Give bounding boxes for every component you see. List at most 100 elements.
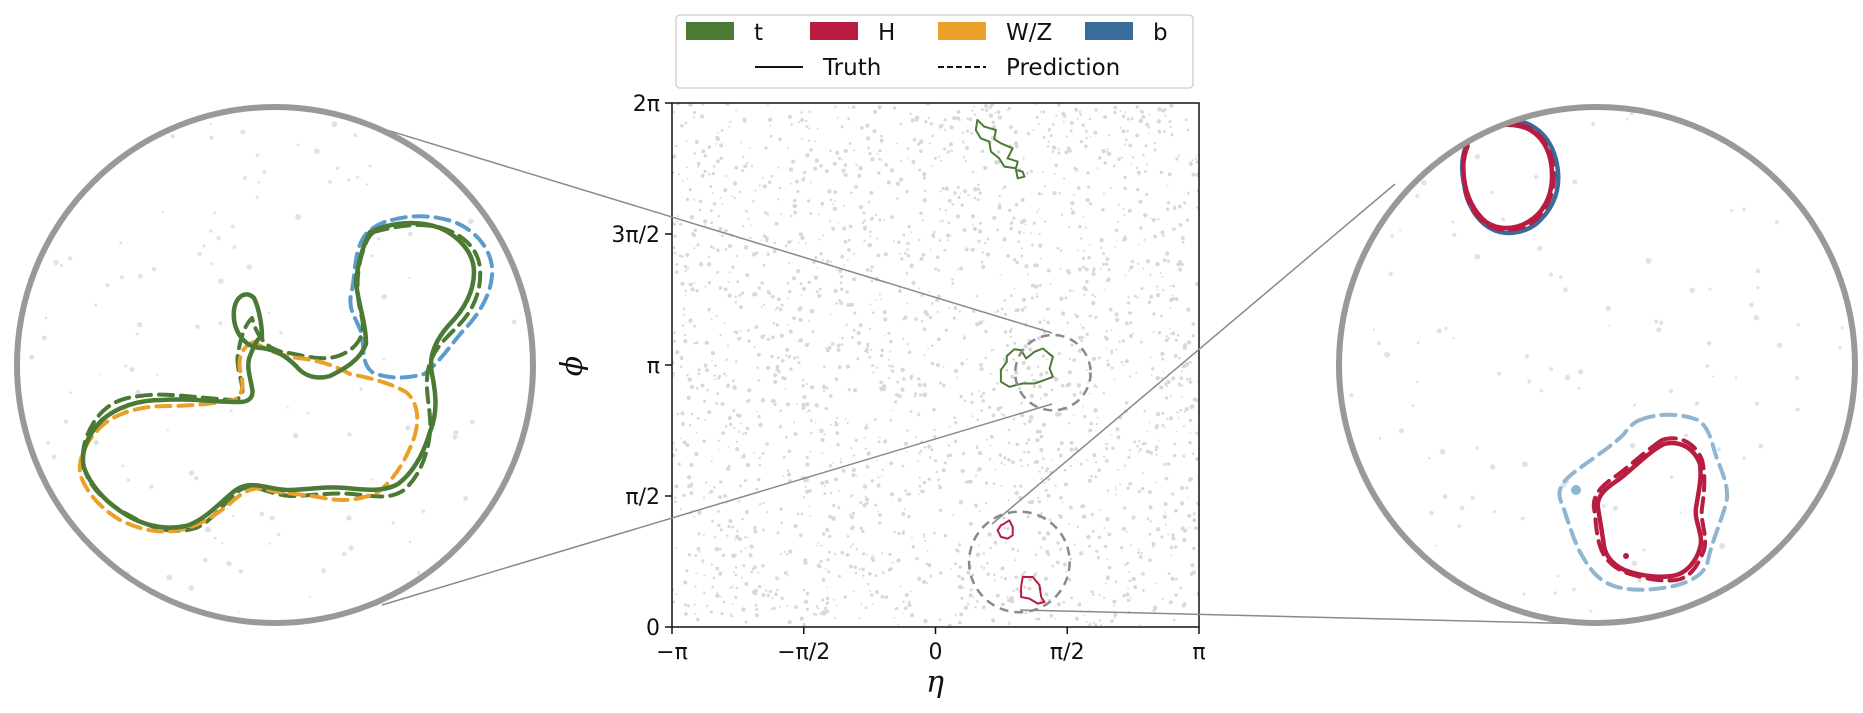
background-particle xyxy=(845,364,851,369)
background-particle xyxy=(704,285,707,288)
background-particle xyxy=(843,264,846,267)
background-particle xyxy=(798,232,803,237)
background-particle xyxy=(768,590,772,594)
background-particle xyxy=(703,169,707,174)
background-particle xyxy=(1063,482,1069,487)
background-particle xyxy=(1014,491,1019,496)
inset-particle xyxy=(1774,220,1779,225)
background-particle xyxy=(1074,107,1078,112)
background-particle xyxy=(873,418,877,421)
background-particle xyxy=(728,271,731,274)
background-particle xyxy=(894,400,898,404)
background-particle xyxy=(800,294,803,296)
background-particle xyxy=(735,109,737,112)
background-particle xyxy=(984,104,988,108)
background-particle xyxy=(675,263,679,266)
background-particle xyxy=(943,461,947,465)
background-particle xyxy=(957,574,961,579)
background-particle xyxy=(847,388,851,392)
background-particle xyxy=(1051,145,1057,150)
background-particle xyxy=(746,536,749,539)
background-particle xyxy=(1046,145,1050,148)
background-particle xyxy=(869,230,872,233)
background-particle xyxy=(880,594,885,599)
background-particle xyxy=(695,386,699,390)
background-particle xyxy=(832,161,837,166)
background-particle xyxy=(745,273,750,278)
inset-particle xyxy=(1489,464,1496,470)
background-particle xyxy=(688,424,692,427)
background-particle xyxy=(976,198,980,202)
background-particle xyxy=(1044,220,1047,223)
background-particle xyxy=(836,343,841,348)
background-particle xyxy=(743,453,746,456)
background-particle xyxy=(736,529,739,533)
background-particle xyxy=(1029,232,1032,235)
background-particle xyxy=(850,515,855,520)
inset-particle xyxy=(1390,234,1394,238)
background-particle xyxy=(1171,492,1175,496)
background-particle xyxy=(1158,330,1162,334)
background-particle xyxy=(890,409,893,412)
background-particle xyxy=(1015,587,1019,591)
background-particle xyxy=(811,330,815,334)
background-particle xyxy=(843,163,848,167)
background-particle xyxy=(1128,375,1132,378)
background-particle xyxy=(727,293,732,298)
inset-particle xyxy=(347,178,351,182)
background-particle xyxy=(927,477,931,481)
background-particle xyxy=(719,480,723,484)
inset-particle xyxy=(1559,275,1563,280)
background-particle xyxy=(1124,321,1129,326)
background-particle xyxy=(1018,386,1022,391)
background-particle xyxy=(1097,468,1101,472)
background-particle xyxy=(886,180,891,185)
background-particle xyxy=(1180,526,1185,531)
background-particle xyxy=(1153,142,1157,145)
inset-particle xyxy=(1409,559,1414,563)
background-particle xyxy=(1088,544,1091,548)
background-particle xyxy=(963,399,967,402)
background-particle xyxy=(1103,288,1106,291)
background-particle xyxy=(862,211,866,215)
background-particle xyxy=(728,464,731,468)
background-particle xyxy=(745,462,751,468)
background-particle xyxy=(1186,377,1189,381)
background-particle xyxy=(834,422,839,427)
background-particle xyxy=(982,392,986,395)
background-particle xyxy=(802,378,805,382)
inset-particle xyxy=(1458,598,1463,603)
background-particle xyxy=(1094,295,1097,298)
background-particle xyxy=(1069,129,1073,133)
background-particle xyxy=(1076,383,1082,388)
x-tick-label: π xyxy=(1192,640,1205,665)
background-particle xyxy=(923,354,926,357)
background-particle xyxy=(910,613,915,618)
background-particle xyxy=(896,142,898,145)
background-particle xyxy=(1056,246,1060,250)
background-particle xyxy=(1000,576,1003,579)
background-particle xyxy=(749,544,754,549)
background-particle xyxy=(766,511,769,513)
contour-t xyxy=(999,347,1054,388)
background-particle xyxy=(683,580,688,585)
background-particle xyxy=(1085,280,1088,284)
background-particle xyxy=(1083,250,1086,253)
background-particle xyxy=(758,585,762,589)
background-particle xyxy=(816,607,820,610)
background-particle xyxy=(765,589,768,592)
background-particle xyxy=(826,602,829,606)
background-particle xyxy=(1113,604,1116,607)
background-particle xyxy=(1110,328,1113,331)
background-particle xyxy=(938,239,942,242)
background-particle xyxy=(828,514,832,519)
background-particle xyxy=(1180,384,1184,387)
background-particle xyxy=(816,544,819,547)
inset-particle xyxy=(1428,456,1431,460)
background-particle xyxy=(1031,378,1036,382)
background-particle xyxy=(839,287,844,292)
background-particle xyxy=(950,567,953,570)
background-particle xyxy=(835,604,838,607)
background-particle xyxy=(1054,412,1060,417)
background-particle xyxy=(710,563,713,566)
